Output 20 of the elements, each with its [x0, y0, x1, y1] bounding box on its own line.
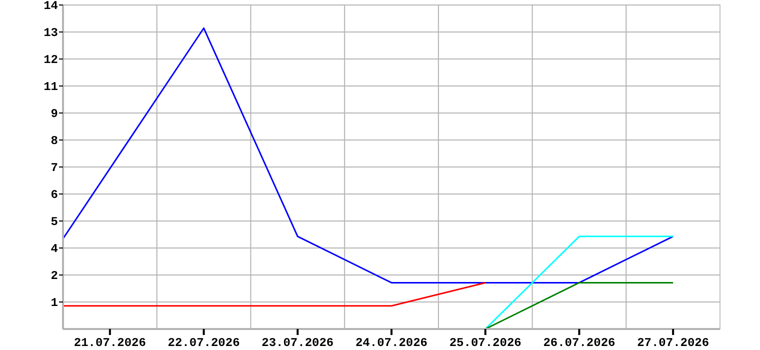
y-tick-label: 4 — [50, 242, 58, 256]
y-tick-label: 13 — [44, 26, 58, 40]
x-tick-label: 24.07.2026 — [355, 336, 428, 350]
y-tick-label: 2 — [50, 269, 58, 284]
y-tick-label: 11 — [44, 80, 58, 94]
y-tick-label: 6 — [50, 188, 58, 202]
y-tick-label: 5 — [50, 215, 58, 230]
y-tick-label: 1 — [50, 296, 58, 310]
y-tick-label: 9 — [50, 107, 58, 122]
x-tick-label: 27.07.2026 — [637, 336, 710, 350]
y-tick-label: 7 — [50, 161, 58, 176]
y-tick-label: 8 — [50, 134, 58, 148]
x-tick-label: 21.07.2026 — [74, 336, 146, 350]
x-tick-label: 23.07.2026 — [262, 336, 334, 350]
x-tick-label: 25.07.2026 — [449, 336, 522, 350]
x-tick-label: 26.07.2026 — [543, 336, 616, 350]
y-tick-label: 12 — [44, 53, 58, 68]
x-tick-label: 22.07.2026 — [168, 336, 240, 350]
y-tick-label: 14 — [44, 0, 58, 14]
line-series — [63, 27, 674, 284]
